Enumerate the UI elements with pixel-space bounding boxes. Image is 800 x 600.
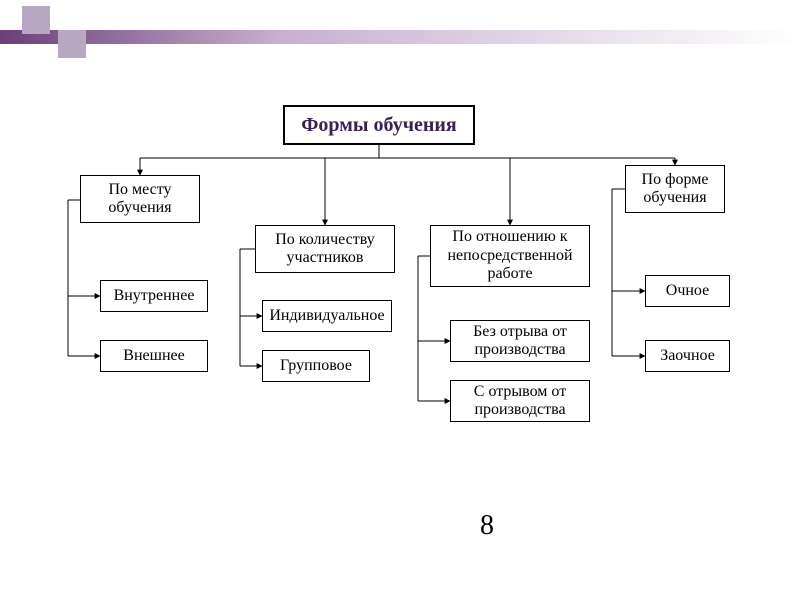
leaf-parttime: Заочное <box>645 340 730 372</box>
leaf-with-break: С отрывом от производства <box>450 380 590 422</box>
leaf-fulltime: Очное <box>645 275 730 307</box>
branch-form: По форме обучения <box>625 165 725 213</box>
branch-place: По месту обучения <box>80 175 200 223</box>
slide-decoration <box>0 0 800 70</box>
leaf-individual: Индивидуальное <box>262 300 392 332</box>
leaf-group: Групповое <box>262 350 370 382</box>
root-node: Формы обучения <box>283 105 475 145</box>
branch-count: По количеству участников <box>255 225 395 273</box>
branch-relation: По отношению к непосредственной работе <box>430 225 590 287</box>
leaf-internal: Внутреннее <box>100 280 208 312</box>
leaf-no-break: Без отрыва от производства <box>450 320 590 362</box>
page-number: 8 <box>480 510 494 542</box>
leaf-external: Внешнее <box>100 340 208 372</box>
